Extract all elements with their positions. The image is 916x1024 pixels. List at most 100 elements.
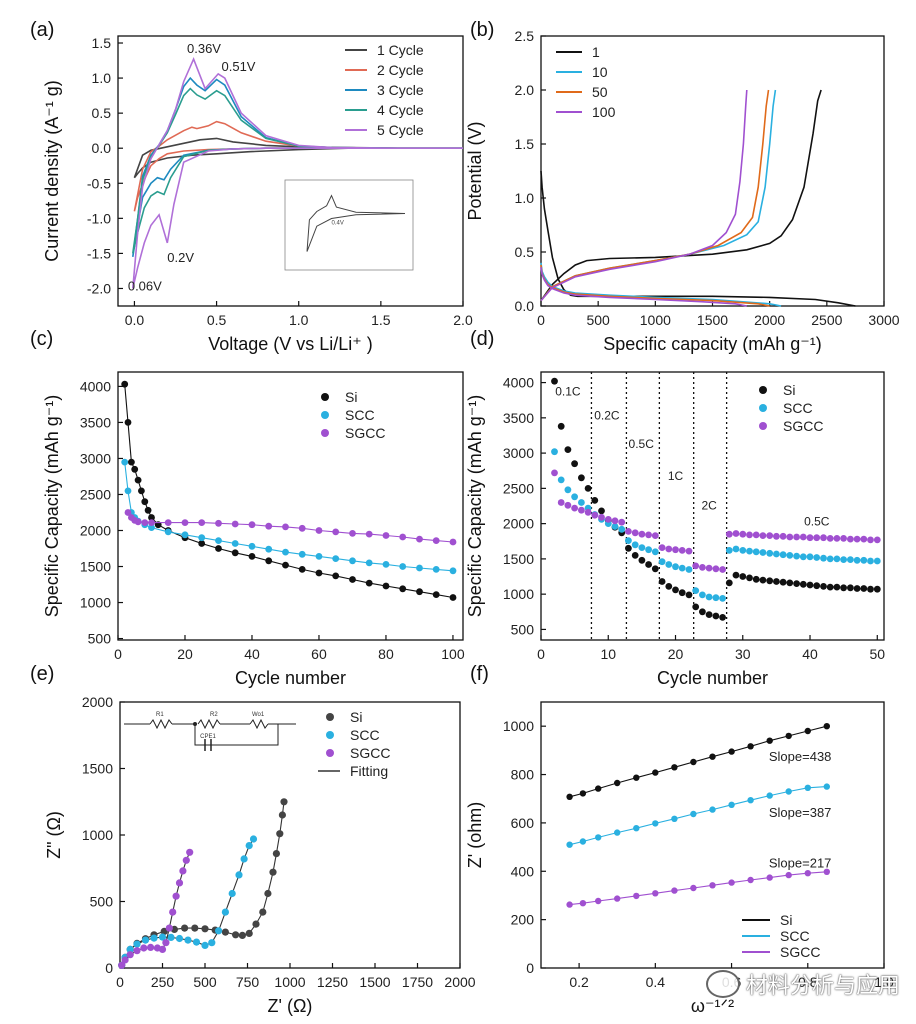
x-tick-label: 1250: [317, 974, 348, 990]
data-point: [595, 897, 602, 905]
data-point: [449, 594, 457, 601]
legend-swatch: [321, 429, 329, 437]
series-si: [551, 377, 881, 621]
data-point: [786, 533, 794, 541]
x-axis-label: Specific capacity (mAh g⁻¹): [603, 334, 822, 354]
data-point: [201, 941, 209, 950]
data-point: [793, 552, 800, 560]
data-point: [847, 584, 854, 592]
data-point: [678, 564, 686, 572]
circuit-label: R1: [156, 712, 164, 718]
y-tick-label: 1500: [80, 559, 111, 575]
series-100: [540, 89, 748, 307]
data-point: [169, 908, 177, 916]
data-point: [786, 579, 794, 587]
data-point: [571, 493, 578, 501]
legend-label: 3 Cycle: [377, 82, 424, 98]
data-point: [264, 889, 272, 898]
circuit-label: CPE1: [200, 734, 216, 740]
data-point: [692, 587, 700, 594]
data-point: [315, 569, 323, 577]
data-point: [349, 576, 356, 583]
data-point: [793, 580, 800, 587]
x-tick-label: 100: [441, 646, 465, 662]
data-point: [158, 933, 167, 941]
data-point: [785, 871, 792, 879]
data-point: [746, 531, 753, 539]
y-tick-label: 1000: [503, 718, 534, 734]
data-point: [759, 532, 767, 539]
data-point: [645, 561, 652, 568]
data-point: [840, 535, 847, 542]
legend-label: Si: [783, 382, 795, 398]
data-point: [833, 535, 841, 542]
data-point: [793, 533, 800, 541]
data-point: [280, 798, 288, 806]
data-point: [638, 544, 646, 551]
legend-swatch: [759, 404, 767, 412]
y-axis-label: Specific Capacity (mAh g⁻¹): [42, 395, 62, 618]
data-point: [298, 550, 306, 558]
x-tick-label: 1.5: [371, 312, 391, 328]
data-point: [672, 563, 679, 571]
x-tick-label: 0: [537, 312, 545, 328]
y-tick-label: 2.5: [515, 28, 535, 44]
y-tick-label: 4000: [503, 375, 534, 391]
data-point: [175, 934, 184, 943]
data-point: [665, 583, 673, 590]
data-point: [144, 506, 152, 514]
data-point: [604, 516, 612, 523]
legend-label: 2 Cycle: [377, 62, 424, 78]
data-point: [566, 841, 573, 848]
data-point: [571, 460, 578, 468]
data-point: [747, 743, 754, 750]
data-point: [162, 939, 170, 947]
slope-label: Slope=387: [769, 805, 832, 820]
data-point: [184, 936, 192, 944]
data-point: [579, 790, 587, 797]
y-tick-label: 3000: [503, 445, 534, 461]
rate-label: 2C: [701, 499, 717, 513]
y-axis-label: Specific Capacity (mAh g⁻¹): [465, 395, 485, 618]
y-tick-label: 200: [511, 912, 535, 928]
y-tick-label: 2500: [503, 480, 534, 496]
data-point: [245, 929, 253, 938]
data-point: [416, 535, 423, 543]
data-point: [332, 572, 340, 580]
data-point: [860, 556, 868, 564]
data-point: [746, 547, 753, 555]
data-point: [611, 517, 619, 525]
y-axis-label: Potential (V): [465, 121, 485, 220]
x-axis-label: ω⁻¹ᐟ²: [691, 996, 734, 1016]
data-point: [432, 537, 440, 544]
data-point: [578, 506, 585, 514]
data-point: [198, 534, 206, 542]
data-point: [221, 928, 229, 936]
x-tick-label: 0: [537, 646, 545, 662]
legend-label: Si: [345, 389, 357, 405]
data-point: [598, 507, 605, 515]
data-point: [282, 561, 289, 569]
data-point: [826, 583, 834, 591]
legend-label: SCC: [345, 407, 375, 423]
data-point: [867, 536, 874, 544]
legend-label: 100: [592, 104, 616, 120]
data-point: [799, 580, 807, 588]
data-point: [766, 577, 774, 585]
x-tick-label: 0: [114, 646, 122, 662]
data-point: [365, 530, 373, 538]
x-axis-label: Cycle number: [235, 668, 346, 688]
y-tick-label: 0.0: [92, 140, 112, 156]
rate-label: 0.5C: [804, 515, 830, 529]
inset-frame: [284, 179, 414, 271]
data-point: [432, 566, 440, 573]
data-point: [192, 938, 201, 946]
x-tick-label: 2500: [811, 312, 842, 328]
inset-annotation: 0.4V: [332, 221, 344, 227]
data-point: [826, 555, 834, 563]
data-point: [165, 924, 173, 932]
data-point: [265, 557, 273, 565]
data-point: [625, 528, 632, 535]
data-point: [248, 521, 256, 529]
legend: Si SCC SGCC: [321, 389, 385, 441]
